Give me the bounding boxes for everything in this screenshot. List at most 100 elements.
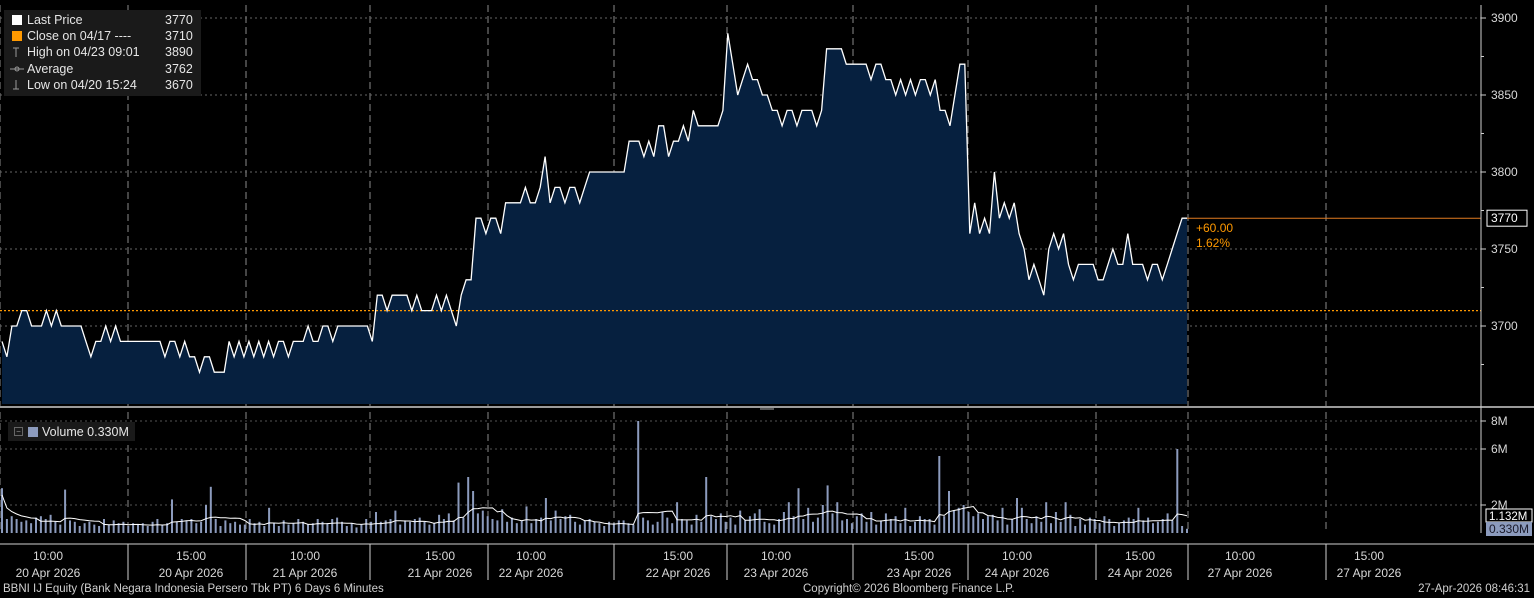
volume-bar bbox=[253, 523, 256, 533]
volume-bar bbox=[1132, 519, 1135, 533]
volume-bar bbox=[311, 523, 314, 533]
volume-bar bbox=[326, 523, 329, 533]
price-area bbox=[2, 33, 1187, 405]
volume-bar bbox=[442, 519, 445, 533]
x-date-label: 20 Apr 2026 bbox=[16, 566, 81, 580]
volume-bar bbox=[744, 520, 747, 533]
volume-bar bbox=[812, 521, 814, 533]
volume-bar bbox=[44, 519, 47, 533]
volume-bar bbox=[146, 526, 149, 533]
volume-bar bbox=[530, 523, 533, 533]
volume-bar bbox=[841, 520, 844, 533]
volume-bar bbox=[10, 516, 13, 533]
volume-bar bbox=[316, 519, 319, 533]
axes: 390038503800375037003770+60.001.62%8M6M2… bbox=[1196, 11, 1533, 536]
volume-bar bbox=[748, 516, 751, 533]
volume-bar bbox=[1040, 521, 1043, 533]
volume-bar bbox=[370, 521, 373, 533]
volume-bar bbox=[1108, 519, 1111, 533]
volume-bar bbox=[248, 519, 251, 533]
volume-bar bbox=[345, 526, 348, 533]
volume-bar bbox=[302, 521, 305, 533]
x-date-label: 22 Apr 2026 bbox=[646, 566, 711, 580]
volume-bar bbox=[1088, 517, 1091, 533]
volume-bar bbox=[175, 521, 178, 533]
volume-bar bbox=[273, 523, 275, 533]
volume-bar bbox=[515, 523, 518, 533]
volume-bar bbox=[661, 512, 664, 533]
volume-bar bbox=[729, 517, 732, 533]
volume-bar bbox=[122, 521, 125, 533]
legend-close: Close on 04/17 ---- 3710 bbox=[10, 28, 195, 44]
volume-bar bbox=[705, 477, 708, 533]
volume-bar bbox=[1113, 526, 1116, 533]
volume-bar bbox=[1011, 519, 1014, 533]
legend-low: Low on 04/20 15:24 3670 bbox=[10, 77, 195, 93]
legend-label: Close on 04/17 ---- bbox=[27, 29, 132, 44]
volume-bar bbox=[151, 521, 154, 533]
volume-bar bbox=[1181, 526, 1184, 533]
x-time-label: 10:00 bbox=[1225, 549, 1255, 563]
volume-bar bbox=[977, 513, 980, 533]
volume-bar bbox=[646, 520, 649, 533]
x-date-label: 20 Apr 2026 bbox=[159, 566, 224, 580]
volume-bar bbox=[1059, 521, 1062, 533]
volume-bar bbox=[384, 520, 387, 533]
volume-bar bbox=[292, 523, 295, 533]
legend-average: Average 3762 bbox=[10, 61, 195, 77]
volume-bar bbox=[127, 526, 130, 533]
x-axis: 10:00 20 Apr 2026 15:00 20 Apr 2026 10:00 21 … bbox=[16, 544, 1402, 580]
volume-bar bbox=[802, 519, 805, 533]
volume-bar bbox=[535, 519, 538, 533]
volume-bar bbox=[375, 512, 377, 533]
volume-bar bbox=[1025, 519, 1028, 533]
volume-bar bbox=[787, 502, 790, 533]
volume-bar bbox=[938, 456, 941, 533]
volume-bar bbox=[107, 524, 110, 533]
volume-bar bbox=[69, 520, 71, 533]
volume-bar bbox=[918, 516, 921, 533]
low-marker-icon bbox=[10, 79, 24, 91]
volume-bar bbox=[1074, 526, 1077, 533]
volume-bar bbox=[768, 523, 771, 533]
volume-bar bbox=[132, 523, 135, 533]
volume-bar bbox=[214, 519, 217, 533]
volume-bar bbox=[137, 524, 139, 533]
volume-bar bbox=[457, 482, 460, 533]
x-date-label: 27 Apr 2026 bbox=[1337, 566, 1402, 580]
volume-bars bbox=[1, 421, 1188, 533]
volume-last-label: 0.330M bbox=[1489, 522, 1529, 536]
volume-bar bbox=[700, 521, 703, 533]
x-date-label: 23 Apr 2026 bbox=[887, 566, 952, 580]
volume-bar bbox=[88, 521, 91, 533]
volume-bar bbox=[156, 519, 159, 533]
volume-bar bbox=[501, 509, 504, 533]
volume-bar bbox=[209, 486, 212, 533]
legend-value: 3710 bbox=[165, 29, 193, 44]
volume-tick-label: 8M bbox=[1491, 414, 1508, 428]
volume-bar bbox=[875, 524, 878, 533]
volume-bar bbox=[243, 524, 246, 533]
volume-bar bbox=[1142, 520, 1145, 533]
volume-bar bbox=[5, 519, 8, 533]
x-time-label: 15:00 bbox=[425, 549, 455, 563]
volume-bar bbox=[632, 524, 635, 533]
last-price-box bbox=[1486, 209, 1528, 227]
price-tick-label: 3800 bbox=[1491, 165, 1518, 179]
volume-bar bbox=[739, 510, 742, 533]
volume-average-line bbox=[1, 494, 1188, 526]
footer-copyright: Copyright© 2026 Bloomberg Finance L.P. bbox=[803, 583, 1015, 595]
square-icon bbox=[28, 426, 38, 437]
volume-bar bbox=[870, 512, 873, 533]
volume-bar bbox=[642, 517, 645, 533]
x-date-label: 22 Apr 2026 bbox=[499, 566, 564, 580]
volume-bar bbox=[30, 523, 33, 533]
collapse-icon[interactable]: − bbox=[14, 427, 23, 436]
volume-bar bbox=[695, 514, 698, 533]
volume-bar bbox=[1166, 513, 1169, 533]
change-pct-label: 1.62% bbox=[1196, 236, 1230, 250]
volume-bar bbox=[462, 517, 465, 533]
price-tick-label: 3900 bbox=[1491, 11, 1518, 25]
volume-bar bbox=[598, 523, 601, 533]
volume-bar bbox=[578, 524, 581, 533]
